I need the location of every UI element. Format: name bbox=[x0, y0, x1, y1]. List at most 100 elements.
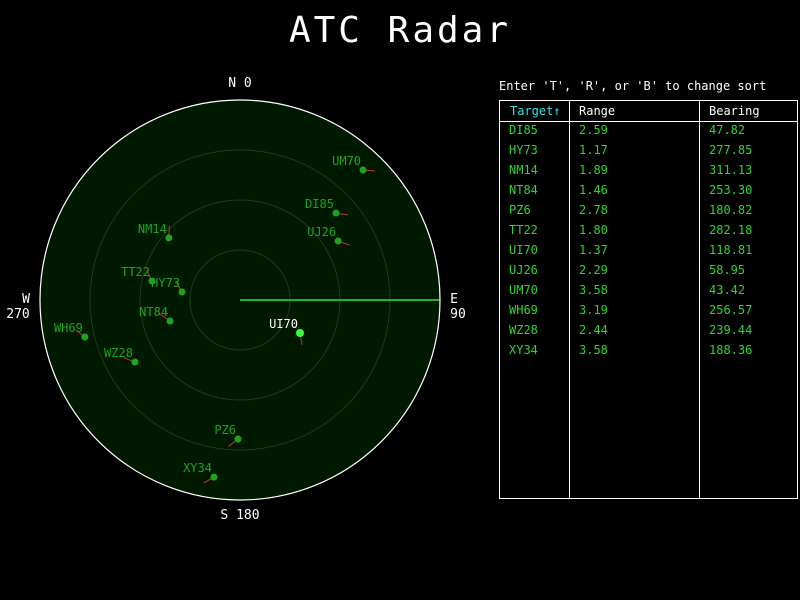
table-row: TT22 1.80 282.18 bbox=[500, 221, 797, 241]
compass-east-degrees: 90 bbox=[450, 307, 466, 322]
cell-bearing: 43.42 bbox=[709, 283, 746, 297]
radar-scope: DI85 HY73 NM14 NT84 PZ6 TT22 UI70 UJ26 UM70 WH69 W… bbox=[39, 99, 441, 501]
cell-target: TT22 bbox=[509, 223, 538, 237]
radar-target[interactable]: HY73 bbox=[151, 276, 186, 296]
cell-bearing: 47.82 bbox=[709, 123, 746, 137]
radar-target[interactable]: UJ26 bbox=[307, 225, 350, 246]
cell-range: 2.59 bbox=[579, 123, 608, 137]
radar-target[interactable]: NM14 bbox=[138, 222, 173, 242]
cell-bearing: 118.81 bbox=[709, 243, 753, 257]
compass-east-label: E bbox=[450, 292, 458, 307]
target-label: XY34 bbox=[183, 461, 212, 475]
header-bearing[interactable]: Bearing bbox=[709, 104, 760, 118]
radar-target[interactable]: UM70 bbox=[332, 154, 376, 174]
target-label: DI85 bbox=[305, 197, 334, 211]
table-row: UM70 3.58 43.42 bbox=[500, 281, 797, 301]
cell-bearing: 277.85 bbox=[709, 143, 753, 157]
table-row: UJ26 2.29 58.95 bbox=[500, 261, 797, 281]
cell-range: 1.17 bbox=[579, 143, 608, 157]
cell-bearing: 58.95 bbox=[709, 263, 746, 277]
cell-bearing: 256.57 bbox=[709, 303, 753, 317]
table-row: WZ28 2.44 239.44 bbox=[500, 321, 797, 341]
cell-range: 3.58 bbox=[579, 283, 608, 297]
target-label: UM70 bbox=[332, 154, 361, 168]
target-blip bbox=[332, 209, 340, 217]
radar-target[interactable]: PZ6 bbox=[214, 423, 242, 447]
cell-range: 2.78 bbox=[579, 203, 608, 217]
table-row: WH69 3.19 256.57 bbox=[500, 301, 797, 321]
column-divider bbox=[699, 101, 700, 498]
compass-south-label: S 180 bbox=[220, 508, 260, 523]
compass-west-degrees: 270 bbox=[6, 307, 30, 322]
cell-range: 3.58 bbox=[579, 343, 608, 357]
cell-range: 1.89 bbox=[579, 163, 608, 177]
header-divider bbox=[500, 121, 797, 122]
cell-range: 1.80 bbox=[579, 223, 608, 237]
header-range[interactable]: Range bbox=[579, 104, 616, 118]
cell-target: UJ26 bbox=[509, 263, 538, 277]
target-label: NT84 bbox=[139, 305, 168, 319]
cell-range: 2.29 bbox=[579, 263, 608, 277]
radar-scope-border bbox=[39, 99, 441, 501]
target-label: WH69 bbox=[54, 321, 83, 335]
radar-target[interactable]: TT22 bbox=[121, 265, 156, 285]
table-row: DI85 2.59 47.82 bbox=[500, 121, 797, 141]
cell-target: PZ6 bbox=[509, 203, 531, 217]
radar-target[interactable]: UI70 bbox=[269, 317, 305, 345]
cell-bearing: 180.82 bbox=[709, 203, 753, 217]
cell-target: WH69 bbox=[509, 303, 538, 317]
target-blip bbox=[166, 317, 174, 325]
radar-target[interactable]: XY34 bbox=[183, 461, 218, 484]
cell-target: DI85 bbox=[509, 123, 538, 137]
app-title: ATC Radar bbox=[288, 10, 512, 51]
table-row: NM14 1.89 311.13 bbox=[500, 161, 797, 181]
radar-target[interactable]: WZ28 bbox=[104, 346, 139, 366]
cell-bearing: 239.44 bbox=[709, 323, 753, 337]
cell-target: HY73 bbox=[509, 143, 538, 157]
target-blip bbox=[210, 473, 218, 481]
target-label: UJ26 bbox=[307, 225, 336, 239]
targets-table: Target↑ Range Bearing DI85 2.59 47.82 HY73 1… bbox=[499, 100, 798, 499]
table-row: HY73 1.17 277.85 bbox=[500, 141, 797, 161]
target-blip bbox=[81, 333, 89, 341]
sort-instructions: Enter 'T', 'R', or 'B' to change sort bbox=[499, 79, 767, 93]
cell-target: UM70 bbox=[509, 283, 538, 297]
table-row: UI70 1.37 118.81 bbox=[500, 241, 797, 261]
target-blip bbox=[131, 358, 139, 366]
cell-range: 1.46 bbox=[579, 183, 608, 197]
cell-target: UI70 bbox=[509, 243, 538, 257]
table-row: XY34 3.58 188.36 bbox=[500, 341, 797, 361]
target-label: PZ6 bbox=[214, 423, 236, 437]
radar-targets: DI85 HY73 NM14 NT84 PZ6 TT22 UI70 UJ26 UM70 WH69 W… bbox=[54, 154, 376, 484]
table-row: PZ6 2.78 180.82 bbox=[500, 201, 797, 221]
cell-range: 1.37 bbox=[579, 243, 608, 257]
cell-bearing: 311.13 bbox=[709, 163, 753, 177]
radar-target[interactable]: DI85 bbox=[305, 197, 348, 217]
cell-bearing: 188.36 bbox=[709, 343, 753, 357]
target-label: HY73 bbox=[151, 276, 180, 290]
header-target[interactable]: Target↑ bbox=[510, 104, 561, 118]
cell-target: NM14 bbox=[509, 163, 538, 177]
target-blip bbox=[359, 166, 367, 174]
target-label: WZ28 bbox=[104, 346, 133, 360]
target-blip bbox=[334, 237, 342, 245]
radar-target[interactable]: WH69 bbox=[54, 321, 89, 341]
column-divider bbox=[569, 101, 570, 498]
cell-range: 3.19 bbox=[579, 303, 608, 317]
compass-west-label: W bbox=[22, 292, 30, 307]
radar-target[interactable]: NT84 bbox=[139, 305, 174, 325]
target-label: NM14 bbox=[138, 222, 167, 236]
cell-target: WZ28 bbox=[509, 323, 538, 337]
target-label: UI70 bbox=[269, 317, 298, 331]
cell-target: XY34 bbox=[509, 343, 538, 357]
cell-bearing: 282.18 bbox=[709, 223, 753, 237]
compass-north-label: N 0 bbox=[228, 76, 252, 91]
target-blip bbox=[148, 277, 156, 285]
cell-target: NT84 bbox=[509, 183, 538, 197]
target-label: TT22 bbox=[121, 265, 150, 279]
target-blip bbox=[178, 288, 186, 296]
cell-bearing: 253.30 bbox=[709, 183, 753, 197]
target-blip bbox=[234, 435, 242, 443]
cell-range: 2.44 bbox=[579, 323, 608, 337]
target-blip bbox=[165, 234, 173, 242]
